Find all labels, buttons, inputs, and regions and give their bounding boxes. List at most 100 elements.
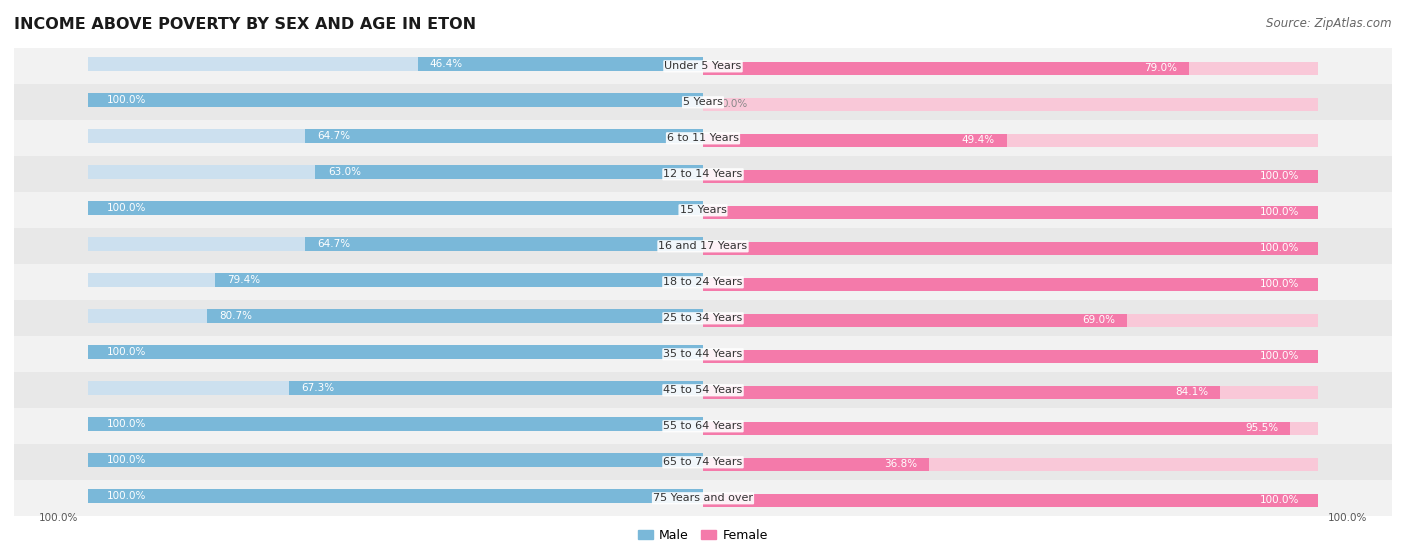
Text: 100.0%: 100.0% — [1260, 207, 1299, 217]
Bar — [703, 134, 1007, 148]
Text: 100.0%: 100.0% — [1260, 244, 1299, 253]
Text: 100.0%: 100.0% — [107, 419, 146, 429]
Bar — [87, 489, 703, 503]
Text: 64.7%: 64.7% — [318, 131, 350, 141]
Bar — [703, 98, 1319, 111]
Bar — [14, 120, 1392, 157]
Bar — [703, 349, 1319, 363]
Text: 5 Years: 5 Years — [683, 97, 723, 107]
Bar — [315, 165, 703, 179]
Bar — [87, 381, 703, 395]
Text: 100.0%: 100.0% — [107, 491, 146, 501]
Text: 16 and 17 Years: 16 and 17 Years — [658, 241, 748, 252]
Text: 0.0%: 0.0% — [721, 100, 748, 110]
Bar — [87, 273, 703, 287]
Bar — [703, 314, 1319, 327]
Bar — [14, 408, 1392, 444]
Bar — [87, 201, 703, 215]
Bar — [215, 273, 703, 287]
Bar — [703, 421, 1291, 435]
Text: 100.0%: 100.0% — [107, 203, 146, 213]
Text: 15 Years: 15 Years — [679, 205, 727, 215]
Bar — [14, 337, 1392, 372]
Text: 100.0%: 100.0% — [107, 347, 146, 357]
Text: 45 to 54 Years: 45 to 54 Years — [664, 385, 742, 395]
Bar — [14, 444, 1392, 480]
Text: 36.8%: 36.8% — [884, 459, 917, 470]
Text: 79.4%: 79.4% — [226, 275, 260, 285]
Text: 63.0%: 63.0% — [328, 167, 361, 177]
Bar — [418, 58, 703, 71]
Bar — [87, 345, 703, 359]
Bar — [703, 169, 1319, 183]
Text: 100.0%: 100.0% — [1327, 513, 1367, 523]
Bar — [703, 61, 1189, 75]
Bar — [87, 201, 703, 215]
Legend: Male, Female: Male, Female — [633, 524, 773, 547]
Text: 100.0%: 100.0% — [1260, 280, 1299, 290]
Text: 46.4%: 46.4% — [430, 59, 463, 69]
Text: INCOME ABOVE POVERTY BY SEX AND AGE IN ETON: INCOME ABOVE POVERTY BY SEX AND AGE IN E… — [14, 17, 477, 32]
Bar — [703, 169, 1319, 183]
Bar — [87, 417, 703, 431]
Text: 6 to 11 Years: 6 to 11 Years — [666, 133, 740, 143]
Text: 55 to 64 Years: 55 to 64 Years — [664, 421, 742, 432]
Bar — [14, 372, 1392, 408]
Text: 25 to 34 Years: 25 to 34 Years — [664, 313, 742, 323]
Text: 49.4%: 49.4% — [962, 135, 994, 145]
Text: 100.0%: 100.0% — [107, 455, 146, 465]
Text: 100.0%: 100.0% — [1260, 172, 1299, 182]
Bar — [87, 453, 703, 467]
Bar — [703, 494, 1319, 507]
Bar — [14, 228, 1392, 264]
Bar — [87, 58, 703, 71]
Bar — [87, 129, 703, 143]
Bar — [703, 206, 1319, 219]
Bar — [87, 453, 703, 467]
Bar — [207, 309, 703, 323]
Bar — [703, 278, 1319, 291]
Bar — [703, 241, 1319, 255]
Bar — [14, 157, 1392, 192]
Bar — [87, 165, 703, 179]
Bar — [290, 381, 703, 395]
Bar — [703, 386, 1220, 399]
Bar — [14, 84, 1392, 120]
Text: 100.0%: 100.0% — [107, 95, 146, 105]
Bar — [703, 134, 1319, 148]
Bar — [703, 61, 1319, 75]
Bar — [305, 238, 703, 251]
Text: Under 5 Years: Under 5 Years — [665, 61, 741, 72]
Bar — [703, 278, 1319, 291]
Bar — [87, 489, 703, 503]
Bar — [703, 458, 929, 471]
Bar — [87, 309, 703, 323]
Text: 100.0%: 100.0% — [1260, 495, 1299, 505]
Bar — [14, 300, 1392, 337]
Bar — [703, 241, 1319, 255]
Bar — [703, 206, 1319, 219]
Bar — [14, 480, 1392, 517]
Text: 100.0%: 100.0% — [1260, 352, 1299, 362]
Bar — [87, 238, 703, 251]
Text: 80.7%: 80.7% — [219, 311, 252, 321]
Text: 35 to 44 Years: 35 to 44 Years — [664, 349, 742, 359]
Bar — [703, 386, 1319, 399]
Text: 67.3%: 67.3% — [301, 383, 335, 393]
Bar — [87, 93, 703, 107]
Text: 64.7%: 64.7% — [318, 239, 350, 249]
Bar — [305, 129, 703, 143]
Bar — [87, 93, 703, 107]
Bar — [87, 345, 703, 359]
Bar — [87, 417, 703, 431]
Text: Source: ZipAtlas.com: Source: ZipAtlas.com — [1267, 17, 1392, 30]
Text: 18 to 24 Years: 18 to 24 Years — [664, 277, 742, 287]
Text: 100.0%: 100.0% — [38, 513, 79, 523]
Bar — [703, 421, 1319, 435]
Bar — [14, 192, 1392, 228]
Text: 69.0%: 69.0% — [1083, 315, 1115, 325]
Bar — [14, 264, 1392, 300]
Text: 84.1%: 84.1% — [1175, 387, 1208, 397]
Text: 95.5%: 95.5% — [1246, 423, 1278, 433]
Bar — [703, 458, 1319, 471]
